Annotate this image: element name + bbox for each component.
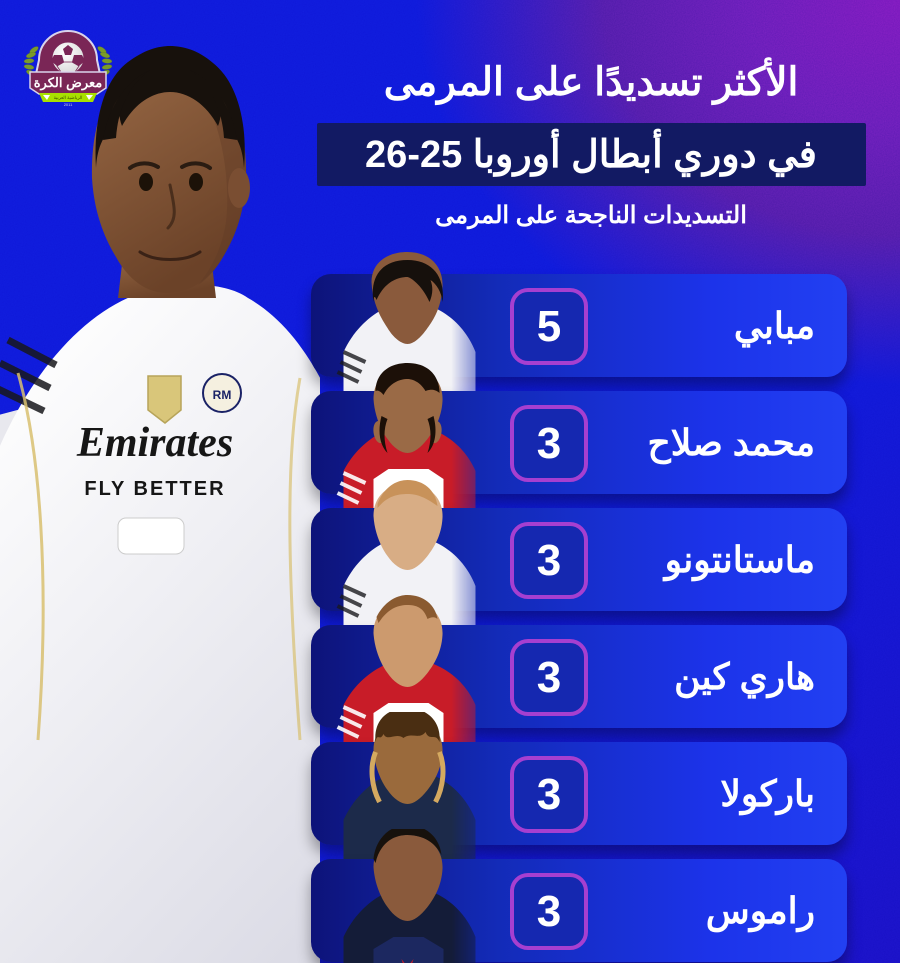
svg-text:Emirates: Emirates xyxy=(76,420,233,466)
svg-text:RM: RM xyxy=(213,388,232,402)
svg-text:FLY BETTER: FLY BETTER xyxy=(84,478,225,500)
